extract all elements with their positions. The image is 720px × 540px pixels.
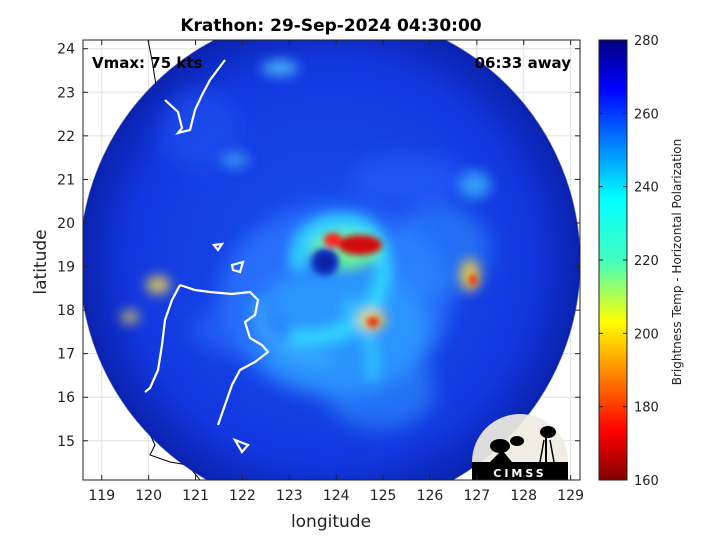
- y-axis-label: latitude: [31, 229, 51, 294]
- x-tick-label: 119: [88, 488, 115, 504]
- y-tick-label: 23: [57, 85, 75, 101]
- y-tick-label: 24: [57, 42, 75, 58]
- x-tick-label: 127: [463, 488, 490, 504]
- y-tick-label: 21: [57, 172, 75, 188]
- cimss-logo: CIMSS: [472, 414, 568, 480]
- microwave-swath: [83, 40, 580, 480]
- x-tick-label: 128: [510, 488, 537, 504]
- vmax-label: Vmax: 75 kts: [92, 54, 202, 72]
- colorbar-tick-label: 280: [634, 34, 659, 49]
- y-axis-ticks: 15 16 17 18 19 20 21 22 23 24: [57, 42, 580, 450]
- x-tick-label: 121: [182, 488, 209, 504]
- cimss-logo-text: CIMSS: [493, 467, 546, 480]
- figure-title: Krathon: 29-Sep-2024 04:30:00: [180, 16, 481, 36]
- x-tick-label: 129: [557, 488, 584, 504]
- colorbar-label: Brightness Temp - Horizontal Polarizatio…: [670, 139, 684, 386]
- y-tick-label: 20: [57, 216, 75, 232]
- x-tick-label: 122: [229, 488, 256, 504]
- x-tick-label: 125: [370, 488, 397, 504]
- y-tick-label: 22: [57, 129, 75, 145]
- y-tick-label: 17: [57, 347, 75, 363]
- x-tick-label: 120: [135, 488, 162, 504]
- colorbar-tick-label: 200: [634, 327, 659, 342]
- time-away-label: 06:33 away: [475, 54, 572, 72]
- colorbar-ticks: 160 180 200 220 240 260 280: [599, 34, 659, 489]
- colorbar-tick-label: 260: [634, 107, 659, 122]
- coastline-inside-swath: [144, 59, 270, 454]
- y-tick-label: 16: [57, 390, 75, 406]
- colorbar: [598, 39, 628, 481]
- y-tick-label: 19: [57, 260, 75, 276]
- x-axis-ticks: 119 120 121 122 123 124 125 126 127 128 129: [88, 40, 584, 504]
- y-tick-label: 18: [57, 303, 75, 319]
- colorbar-tick-label: 160: [634, 474, 659, 489]
- colorbar-tick-label: 180: [634, 401, 659, 416]
- x-tick-label: 124: [323, 488, 350, 504]
- x-axis-label: longitude: [291, 512, 371, 532]
- x-tick-label: 126: [417, 488, 444, 504]
- plot-frame: [82, 39, 581, 481]
- y-tick-label: 15: [57, 434, 75, 450]
- colorbar-tick-label: 220: [634, 254, 659, 269]
- colorbar-tick-label: 240: [634, 181, 659, 196]
- x-tick-label: 123: [276, 488, 303, 504]
